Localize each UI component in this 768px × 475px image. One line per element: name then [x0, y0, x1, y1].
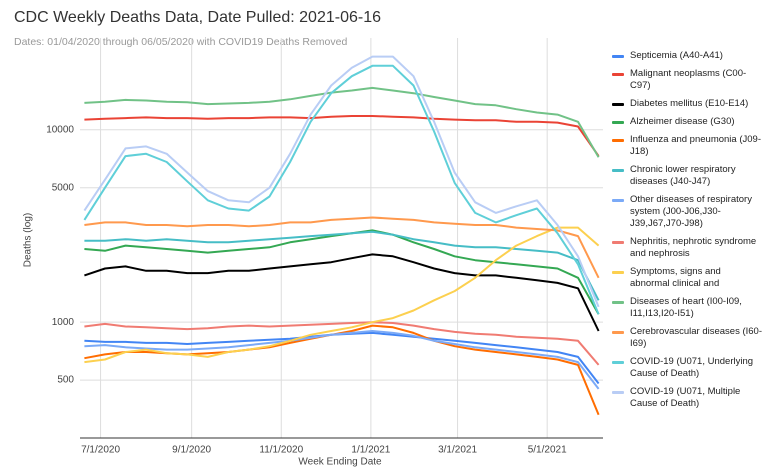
x-tick-label: 11/1/2020 — [259, 445, 303, 456]
legend-swatch — [612, 121, 624, 124]
legend-label: Diseases of heart (I00-I09, I11,I13,I20-… — [630, 296, 742, 319]
x-tick-label: 9/1/2020 — [172, 445, 211, 456]
legend-label: COVID-19 (U071, Underlying Cause of Deat… — [630, 356, 754, 379]
legend-swatch — [612, 331, 624, 334]
series-line — [84, 321, 600, 366]
legend-swatch — [612, 139, 624, 142]
legend-item: Alzheimer disease (G30) — [612, 116, 762, 128]
series-line — [83, 64, 600, 315]
x-tick-label: 3/1/2021 — [438, 445, 477, 456]
legend-swatch — [612, 55, 624, 58]
x-axis-label: Week Ending Date — [298, 457, 382, 468]
legend-item: Chronic lower respiratory diseases (J40-… — [612, 164, 762, 188]
series-line — [84, 330, 600, 390]
chart-title: CDC Weekly Deaths Data, Date Pulled: 202… — [14, 9, 381, 26]
legend-label: Influenza and pneumonia (J09-J18) — [630, 134, 761, 157]
legend-swatch — [612, 73, 624, 76]
legend-label: Cerebrovascular diseases (I60-I69) — [630, 326, 763, 349]
legend-item: Influenza and pneumonia (J09-J18) — [612, 134, 762, 158]
series-line — [84, 216, 600, 279]
x-tick-label: 7/1/2020 — [81, 445, 120, 456]
legend-item: Diseases of heart (I00-I09, I11,I13,I20-… — [612, 296, 762, 320]
y-tick-label: 10000 — [46, 124, 74, 135]
legend-swatch — [612, 169, 624, 172]
legend-item: COVID-19 (U071, Multiple Cause of Death) — [612, 386, 762, 410]
legend-label: Chronic lower respiratory diseases (J40-… — [630, 164, 736, 187]
legend-label: Diabetes mellitus (E10-E14) — [630, 98, 749, 109]
series-line — [84, 230, 600, 301]
legend-label: Symptoms, signs and abnormal clinical an… — [630, 266, 721, 289]
legend-swatch — [612, 271, 624, 274]
chart-subtitle: Dates: 01/04/2020 through 06/05/2020 wit… — [14, 36, 347, 48]
series-line — [84, 86, 600, 158]
legend-item: Cerebrovascular diseases (I60-I69) — [612, 326, 762, 350]
legend-swatch — [612, 301, 624, 304]
legend-item: Nephritis, nephrotic syndrome and nephro… — [612, 236, 762, 260]
y-tick-label: 500 — [57, 375, 74, 386]
series-line — [84, 115, 600, 157]
legend-label: Nephritis, nephrotic syndrome and nephro… — [630, 236, 757, 259]
legend-label: Malignant neoplasms (C00-C97) — [630, 68, 747, 91]
x-tick-label: 5/1/2021 — [528, 445, 567, 456]
series-line — [84, 253, 600, 332]
legend-swatch — [612, 199, 624, 202]
legend-label: Septicemia (A40-A41) — [630, 50, 723, 61]
legend-item: Septicemia (A40-A41) — [612, 50, 762, 62]
legend-label: Other diseases of respiratory system (J0… — [630, 194, 752, 229]
legend-item: Symptoms, signs and abnormal clinical an… — [612, 266, 762, 290]
series-line — [84, 226, 600, 364]
y-axis-label: Deaths (log) — [23, 213, 34, 267]
series-line — [84, 324, 600, 416]
grid — [80, 38, 603, 438]
legend-label: Alzheimer disease (G30) — [630, 116, 735, 127]
legend-swatch — [612, 103, 624, 106]
legend-item: Diabetes mellitus (E10-E14) — [612, 98, 762, 110]
legend-item: Malignant neoplasms (C00-C97) — [612, 68, 762, 92]
series-line — [83, 55, 600, 308]
legend-item: COVID-19 (U071, Underlying Cause of Deat… — [612, 356, 762, 380]
legend-swatch — [612, 391, 624, 394]
legend-label: COVID-19 (U071, Multiple Cause of Death) — [630, 386, 741, 409]
y-tick-label: 1000 — [52, 317, 75, 328]
legend-swatch — [612, 241, 624, 244]
x-tick-label: 1/1/2021 — [351, 445, 390, 456]
legend-swatch — [612, 361, 624, 364]
legend: Septicemia (A40-A41) Malignant neoplasms … — [612, 50, 762, 416]
y-tick-label: 5000 — [52, 182, 75, 193]
series-line — [84, 331, 600, 385]
legend-item: Other diseases of respiratory system (J0… — [612, 194, 762, 230]
